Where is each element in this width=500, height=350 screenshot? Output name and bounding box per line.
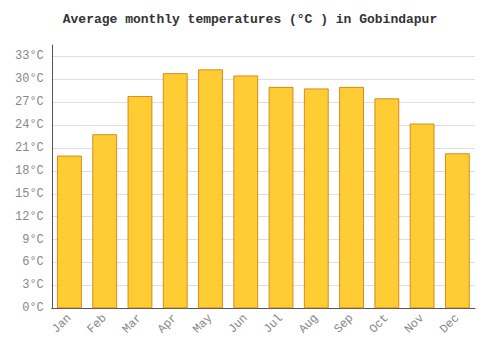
svg-text:Feb: Feb (84, 311, 109, 336)
svg-text:Jun: Jun (226, 311, 251, 336)
svg-text:18°C: 18°C (15, 164, 44, 178)
svg-text:Jul: Jul (261, 311, 286, 336)
svg-text:Dec: Dec (437, 311, 462, 336)
svg-text:Oct: Oct (367, 311, 392, 336)
svg-text:3°C: 3°C (22, 278, 44, 292)
svg-text:Apr: Apr (155, 311, 180, 336)
svg-text:33°C: 33°C (15, 49, 44, 63)
svg-text:Nov: Nov (402, 311, 427, 336)
svg-text:24°C: 24°C (15, 118, 44, 132)
svg-text:30°C: 30°C (15, 72, 44, 86)
svg-text:27°C: 27°C (15, 95, 44, 109)
svg-text:Mar: Mar (120, 311, 145, 336)
svg-text:Aug: Aug (296, 311, 321, 336)
svg-text:May: May (190, 311, 215, 336)
svg-text:21°C: 21°C (15, 141, 44, 155)
svg-text:0°C: 0°C (22, 301, 44, 315)
svg-text:Sep: Sep (331, 311, 356, 336)
svg-text:Average monthly temperatures (: Average monthly temperatures (°C ) in Go… (63, 12, 437, 27)
svg-text:12°C: 12°C (15, 210, 44, 224)
svg-text:15°C: 15°C (15, 187, 44, 201)
svg-text:9°C: 9°C (22, 233, 44, 247)
svg-text:6°C: 6°C (22, 255, 44, 269)
svg-text:Jan: Jan (49, 311, 74, 336)
